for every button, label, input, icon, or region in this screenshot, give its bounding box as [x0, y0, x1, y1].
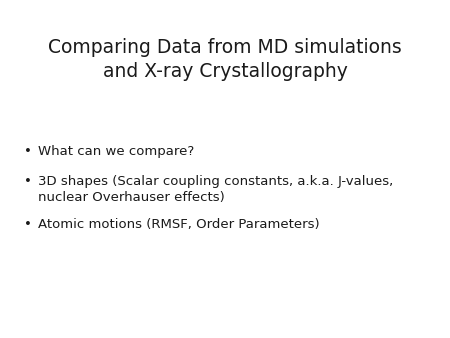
Text: What can we compare?: What can we compare?: [38, 145, 194, 158]
Text: 3D shapes (Scalar coupling constants, a.k.a. J-values,
nuclear Overhauser effect: 3D shapes (Scalar coupling constants, a.…: [38, 175, 393, 204]
Text: Atomic motions (RMSF, Order Parameters): Atomic motions (RMSF, Order Parameters): [38, 218, 320, 231]
Text: •: •: [24, 145, 32, 158]
Text: •: •: [24, 175, 32, 188]
Text: Comparing Data from MD simulations
and X-ray Crystallography: Comparing Data from MD simulations and X…: [48, 38, 402, 81]
Text: •: •: [24, 218, 32, 231]
